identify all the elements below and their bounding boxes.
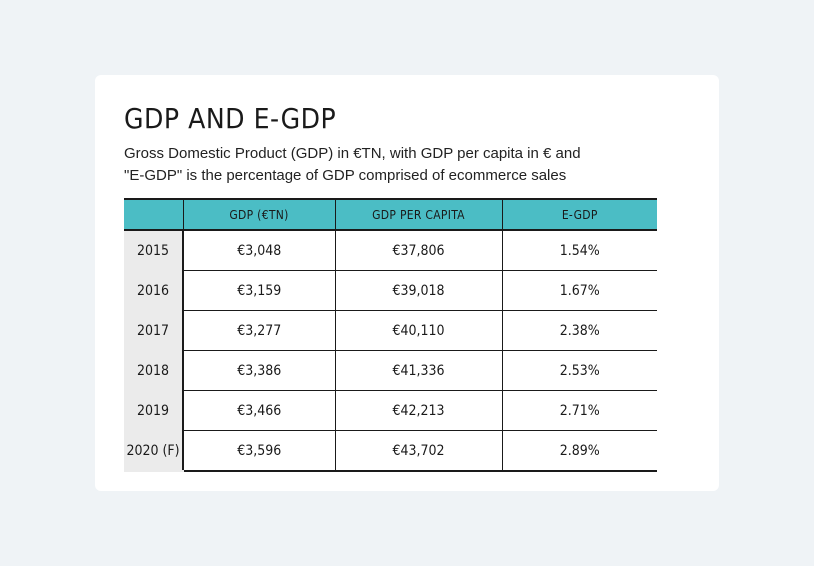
cell-gdp-per-capita: €43,702 <box>334 430 502 472</box>
cell-e-gdp: 1.54% <box>501 230 657 271</box>
cell-gdp-per-capita: €42,213 <box>334 390 502 431</box>
header-gdp-per-capita: GDP PER CAPITA <box>334 198 502 231</box>
cell-e-gdp: 2.71% <box>501 390 657 431</box>
table-row: 2017 €3,277 €40,110 2.38% <box>124 310 657 351</box>
table-row: 2015 €3,048 €37,806 1.54% <box>124 230 657 271</box>
cell-gdp: €3,048 <box>182 230 335 271</box>
cell-gdp-per-capita: €39,018 <box>334 270 502 311</box>
cell-year: 2018 <box>124 350 183 391</box>
table-row: 2019 €3,466 €42,213 2.71% <box>124 390 657 431</box>
table-title: GDP AND E-GDP <box>124 102 337 135</box>
cell-year: 2020 (F) <box>124 430 183 472</box>
cell-gdp: €3,466 <box>182 390 335 431</box>
cell-year: 2015 <box>124 230 183 271</box>
cell-year: 2017 <box>124 310 183 351</box>
cell-gdp-per-capita: €37,806 <box>334 230 502 271</box>
cell-e-gdp: 2.38% <box>501 310 657 351</box>
header-e-gdp: E-GDP <box>501 198 657 231</box>
table-header-row: GDP (€TN) GDP PER CAPITA E-GDP <box>124 198 657 231</box>
cell-e-gdp: 2.89% <box>501 430 657 472</box>
table-row: 2018 €3,386 €41,336 2.53% <box>124 350 657 391</box>
cell-gdp-per-capita: €41,336 <box>334 350 502 391</box>
table-subtitle: Gross Domestic Product (GDP) in €TN, wit… <box>124 143 644 187</box>
cell-gdp-per-capita: €40,110 <box>334 310 502 351</box>
subtitle-line-1: Gross Domestic Product (GDP) in €TN, wit… <box>124 145 581 162</box>
cell-year: 2016 <box>124 270 183 311</box>
subtitle-line-2: "E-GDP" is the percentage of GDP compris… <box>124 167 567 184</box>
cell-gdp: €3,277 <box>182 310 335 351</box>
header-year <box>124 198 183 231</box>
table-row: 2020 (F) €3,596 €43,702 2.89% <box>124 430 657 472</box>
cell-gdp: €3,159 <box>182 270 335 311</box>
cell-e-gdp: 1.67% <box>501 270 657 311</box>
cell-e-gdp: 2.53% <box>501 350 657 391</box>
cell-gdp: €3,386 <box>182 350 335 391</box>
table-row: 2016 €3,159 €39,018 1.67% <box>124 270 657 311</box>
cell-gdp: €3,596 <box>182 430 335 472</box>
gdp-table: GDP (€TN) GDP PER CAPITA E-GDP 2015 €3,0… <box>124 198 657 472</box>
cell-year: 2019 <box>124 390 183 431</box>
header-gdp: GDP (€TN) <box>182 198 335 231</box>
